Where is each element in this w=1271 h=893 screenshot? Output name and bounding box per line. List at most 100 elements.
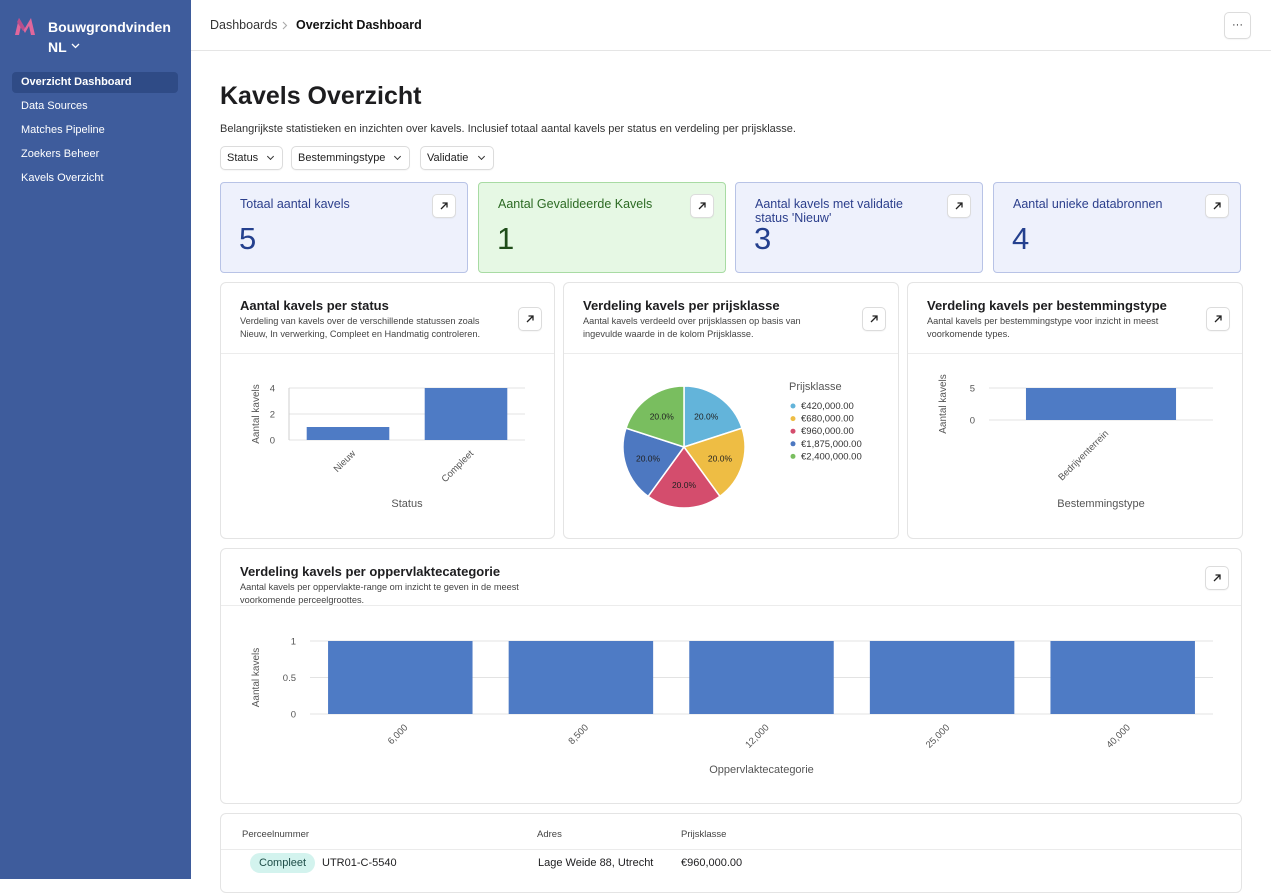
address: Lage Weide 88, Utrecht	[538, 857, 654, 869]
y-tick-label: 0.5	[283, 673, 296, 684]
x-axis-title: Status	[391, 498, 423, 510]
expand-button[interactable]	[1206, 307, 1230, 331]
nav-item[interactable]: Kavels Overzicht	[21, 172, 104, 184]
expand-button[interactable]	[432, 194, 456, 218]
filter-dropdown[interactable]: Status	[220, 146, 283, 170]
x-tick-label: 25,000	[924, 722, 952, 750]
nav-item[interactable]: Matches Pipeline	[21, 124, 105, 136]
expand-arrow	[698, 202, 706, 210]
x-axis-title: Bestemmingstype	[1057, 498, 1144, 510]
bar	[328, 641, 473, 714]
kpi-card: Aantal kavels met validatie status 'Nieu…	[735, 182, 983, 273]
filter-dropdown[interactable]: Bestemmingstype	[291, 146, 410, 170]
chart-title: Verdeling kavels per prijsklasse	[583, 298, 780, 313]
bar	[306, 427, 390, 440]
pie-slice	[682, 427, 746, 498]
more-button[interactable]: ···	[1224, 12, 1251, 39]
bar	[424, 388, 508, 440]
expand-icon	[955, 202, 963, 210]
y-tick-label: 5	[970, 384, 975, 395]
expand-arrow	[1213, 574, 1221, 582]
kpi-label: Aantal Gevalideerde Kavels	[498, 197, 653, 211]
bar	[508, 641, 654, 714]
chart-plot: 0 2 4 Nieuw Compleet Status Aantal kavels	[251, 384, 525, 510]
legend-marker	[790, 453, 796, 459]
expand-icon	[526, 315, 534, 323]
kpi-label: Aantal unieke databronnen	[1013, 197, 1163, 211]
kpi-value: 1	[497, 221, 515, 256]
pie-slice	[622, 427, 686, 498]
card-divider	[908, 353, 1242, 354]
y-tick-label: 0	[270, 436, 275, 447]
expand-icon	[1213, 574, 1221, 582]
filter-dropdown[interactable]: Validatie	[420, 146, 494, 170]
pie-slice	[683, 385, 743, 449]
expand-button[interactable]	[1205, 566, 1229, 590]
expand-icon	[440, 202, 448, 210]
x-tick-label: 8,500	[566, 722, 591, 747]
chart-card: Verdeling kavels per prijsklasse Aantal k…	[563, 282, 899, 539]
legend-marker	[790, 403, 796, 409]
kpi-card: Aantal Gevalideerde Kavels 1	[478, 182, 726, 273]
sidebar: Bouwgrondvinden NL Overzicht Dashboard Da…	[0, 0, 191, 879]
expand-arrow	[440, 202, 448, 210]
expand-button[interactable]	[947, 194, 971, 218]
bar	[1050, 641, 1195, 714]
nav-item[interactable]: Data Sources	[21, 100, 88, 112]
expand-arrow	[526, 315, 534, 323]
expand-arrow	[870, 315, 878, 323]
column-header: Perceelnummer	[242, 829, 310, 840]
y-tick-label: 1	[291, 637, 296, 648]
slice-label: 20.0%	[650, 411, 675, 421]
breadcrumb-link[interactable]: Dashboards	[210, 18, 278, 32]
nav-item[interactable]: Overzicht Dashboard	[12, 72, 178, 93]
region-selector[interactable]: NL	[48, 39, 67, 55]
card-divider	[221, 605, 1241, 606]
breadcrumb-current: Overzicht Dashboard	[296, 18, 422, 32]
logo	[15, 18, 35, 35]
expand-icon	[870, 315, 878, 323]
status-badge: Compleet	[250, 853, 316, 873]
card-divider	[564, 353, 898, 354]
column-header: Prijsklasse	[681, 829, 727, 840]
chart-subtitle: Aantal kavels verdeeld over prijsklassen…	[583, 316, 801, 339]
legend-marker	[790, 416, 796, 422]
expand-button[interactable]	[1205, 194, 1229, 218]
legend-label: €960,000.00	[801, 426, 854, 437]
parcel-number: UTR01-C-5540	[322, 857, 397, 869]
slice-label: 20.0%	[694, 411, 719, 421]
chart-subtitle: Verdeling van kavels over de verschillen…	[240, 316, 481, 339]
price-class: €960,000.00	[681, 857, 743, 869]
y-tick-label: 0	[970, 416, 975, 427]
kpi-value: 5	[239, 221, 257, 256]
chart-plot: 0 5 Bedrijventerrein Bestemmingstype Aantal …	[938, 374, 1213, 510]
expand-button[interactable]	[518, 307, 542, 331]
page-description: Belangrijkste statistieken en inzichten …	[220, 123, 796, 135]
chart-title: Verdeling kavels per oppervlaktecategori…	[240, 564, 501, 579]
chart-subtitle: Aantal kavels per oppervlakte-range om i…	[240, 582, 519, 605]
legend-marker	[790, 441, 796, 447]
nav-item[interactable]: Zoekers Beheer	[21, 148, 100, 160]
expand-arrow	[1213, 202, 1221, 210]
legend-label: €420,000.00	[801, 401, 854, 412]
expand-button[interactable]	[690, 194, 714, 218]
x-axis-title: Oppervlaktecategorie	[709, 764, 814, 776]
x-tick-label: Compleet	[440, 448, 477, 485]
y-axis-title: Aantal kavels	[251, 384, 262, 443]
kpi-value: 4	[1012, 221, 1030, 256]
kpi-label: Totaal aantal kavels	[240, 197, 350, 211]
kpi-card: Aantal unieke databronnen 4	[993, 182, 1241, 273]
x-tick-label: Bedrijventerrein	[1056, 428, 1111, 483]
chart-subtitle: Aantal kavels per bestemmingstype voor i…	[927, 316, 1159, 339]
chart-title: Verdeling kavels per bestemmingstype	[927, 298, 1167, 313]
expand-arrow	[955, 202, 963, 210]
breadcrumb-separator	[282, 21, 288, 30]
y-tick-label: 0	[291, 710, 296, 721]
slice-label: 20.0%	[708, 454, 733, 464]
table-divider	[221, 849, 1241, 850]
brand: Bouwgrondvinden	[48, 19, 171, 35]
y-axis-title: Aantal kavels	[938, 374, 949, 433]
expand-button[interactable]	[862, 307, 886, 331]
